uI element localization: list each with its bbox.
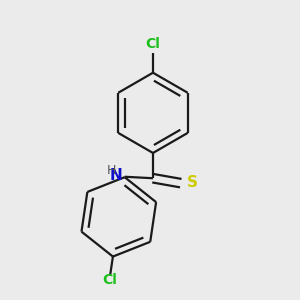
Text: Cl: Cl: [102, 273, 117, 287]
Text: Cl: Cl: [146, 37, 160, 51]
Text: N: N: [110, 168, 122, 183]
Text: H: H: [107, 164, 116, 177]
Text: S: S: [187, 175, 198, 190]
